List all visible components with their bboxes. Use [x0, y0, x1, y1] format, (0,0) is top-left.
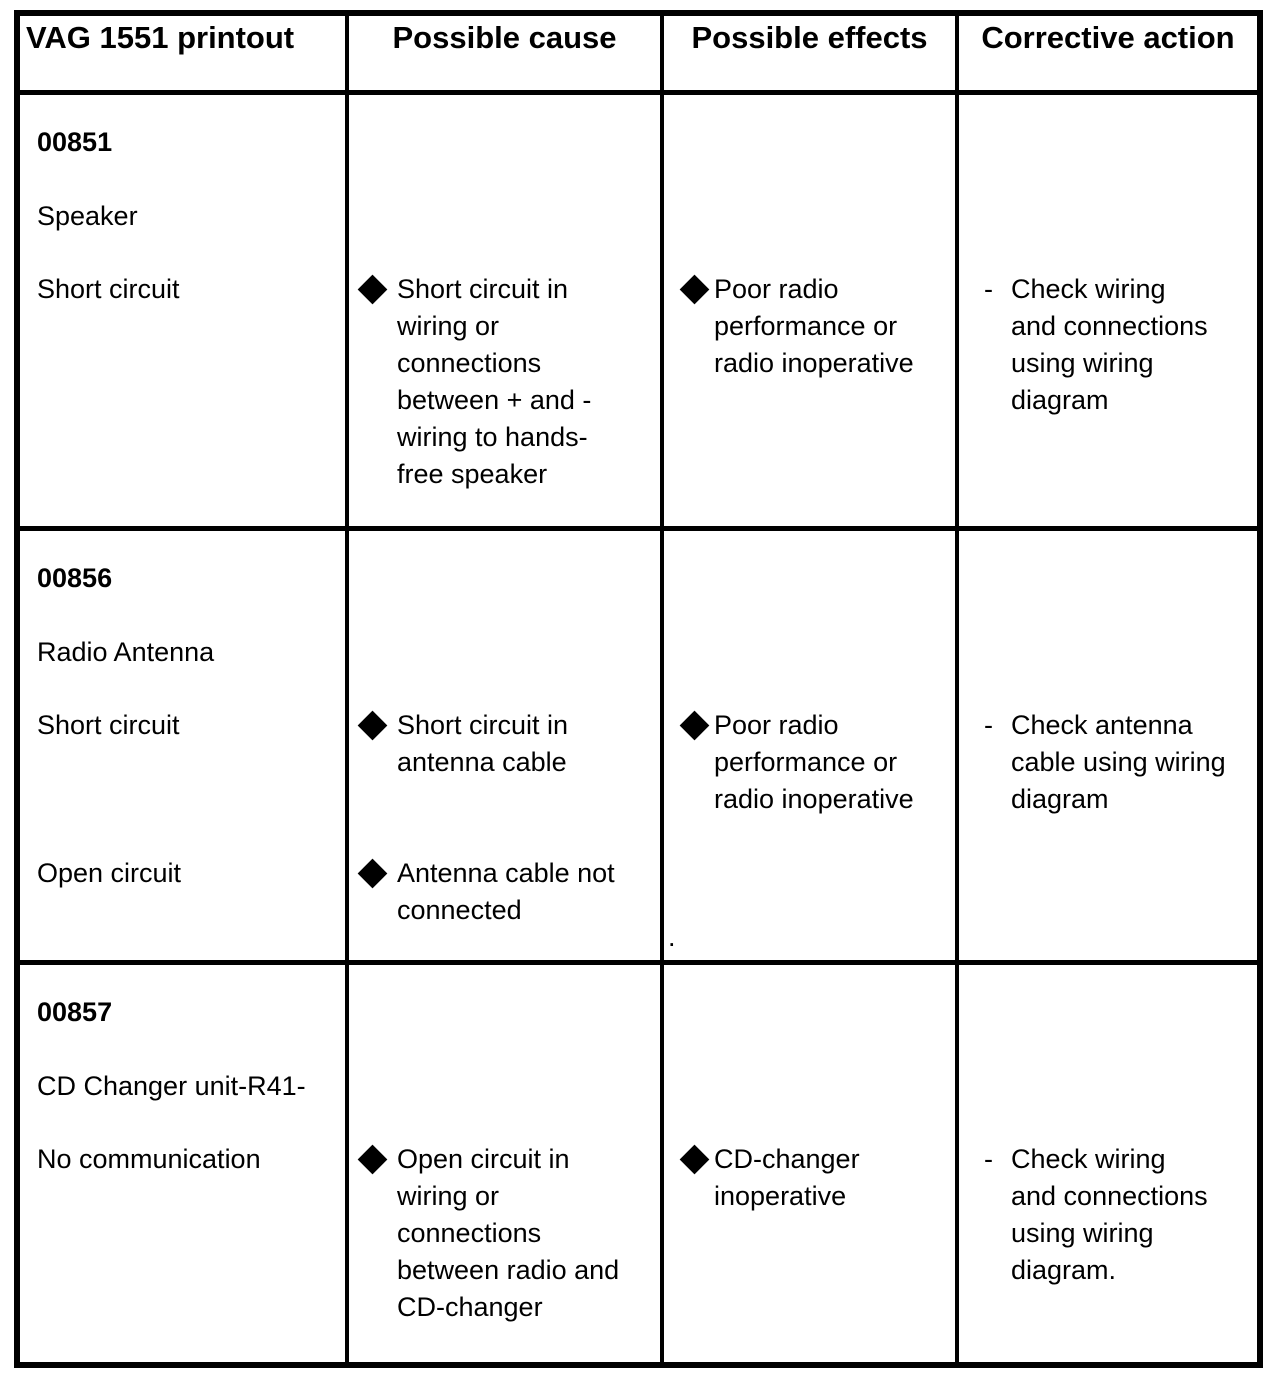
column-header-vag-printout: VAG 1551 printout — [20, 16, 345, 90]
cell-printout-00851: 00851 Speaker Short circuit — [20, 90, 345, 526]
cell-action-00851: - Check wiring and connections using wir… — [955, 90, 1257, 526]
fault-code: 00856 — [37, 563, 113, 593]
fault-code-table: VAG 1551 printout Possible cause Possibl… — [14, 10, 1263, 1368]
cause-text: Open circuit in wiring or connections be… — [397, 1144, 620, 1322]
column-header-label: VAG 1551 printout — [26, 20, 295, 55]
column-header-label: Possible cause — [392, 20, 617, 55]
fault-condition: Open circuit — [37, 858, 182, 888]
action-item: - Check wiring and connections using wir… — [959, 271, 1257, 419]
effect-text: CD-changer inoperative — [714, 1144, 860, 1211]
cell-cause-00851: Short circuit in wiring or connections b… — [345, 90, 660, 526]
cell-action-00856: - Check antenna cable using wiring diagr… — [955, 526, 1257, 960]
fault-code: 00857 — [37, 997, 113, 1027]
effect-item: Poor radio performance or radio inoperat… — [679, 271, 955, 382]
diamond-bullet-icon — [357, 858, 388, 889]
component-name: Speaker — [37, 201, 138, 231]
component-name: CD Changer unit-R41- — [37, 1071, 306, 1101]
action-text: Check wiring and connections using wirin… — [1011, 274, 1208, 415]
fault-condition: No communication — [37, 1144, 261, 1174]
effect-item: CD-changer inoperative — [679, 1141, 955, 1215]
cause-item: Antenna cable not connected — [357, 855, 660, 929]
cell-printout-00857: 00857 CD Changer unit-R41- No communicat… — [20, 960, 345, 1362]
cell-effect-00856: Poor radio performance or radio inoperat… — [660, 526, 955, 960]
diamond-bullet-icon — [679, 274, 710, 305]
cause-text: Short circuit in wiring or connections b… — [397, 274, 592, 489]
diamond-bullet-icon — [357, 274, 388, 305]
diamond-bullet-icon — [679, 710, 710, 741]
column-header-possible-effects: Possible effects — [660, 16, 955, 90]
dash-marker: - — [984, 710, 993, 740]
action-item: - Check antenna cable using wiring diagr… — [959, 707, 1257, 818]
effect-text: Poor radio performance or radio inoperat… — [714, 274, 914, 378]
column-header-corrective-action: Corrective action — [955, 16, 1257, 90]
cell-effect-00851: Poor radio performance or radio inoperat… — [660, 90, 955, 526]
action-text: Check wiring and connections using wirin… — [1011, 1144, 1208, 1285]
column-header-label: Possible effects — [691, 20, 928, 55]
fault-code: 00851 — [37, 127, 113, 157]
action-text: Check antenna cable using wiring diagram — [1011, 710, 1226, 814]
dash-marker: - — [984, 274, 993, 304]
effect-text: Poor radio performance or radio inoperat… — [714, 710, 914, 814]
cause-item: Short circuit in wiring or connections b… — [357, 271, 660, 493]
cause-text: Antenna cable not connected — [397, 858, 615, 925]
cause-text: Short circuit in antenna cable — [397, 710, 569, 777]
diamond-bullet-icon — [357, 1144, 388, 1175]
dash-marker: - — [984, 1144, 993, 1174]
cell-printout-00856: 00856 Radio Antenna Short circuit Open c… — [20, 526, 345, 960]
column-header-label: Corrective action — [981, 20, 1235, 55]
action-item: - Check wiring and connections using wir… — [959, 1141, 1257, 1289]
cause-item: Open circuit in wiring or connections be… — [357, 1141, 660, 1326]
cause-item: Short circuit in antenna cable — [357, 707, 660, 781]
cell-cause-00856: Short circuit in antenna cable Antenna c… — [345, 526, 660, 960]
column-header-possible-cause: Possible cause — [345, 16, 660, 90]
component-name: Radio Antenna — [37, 637, 215, 667]
diamond-bullet-icon — [357, 710, 388, 741]
cell-effect-00857: CD-changer inoperative — [660, 960, 955, 1362]
fault-condition: Short circuit — [37, 710, 180, 740]
diamond-bullet-icon — [679, 1144, 710, 1175]
fault-condition: Short circuit — [37, 274, 180, 304]
cell-action-00857: - Check wiring and connections using wir… — [955, 960, 1257, 1362]
effect-item: Poor radio performance or radio inoperat… — [679, 707, 955, 818]
cell-cause-00857: Open circuit in wiring or connections be… — [345, 960, 660, 1362]
stray-period-mark: . — [668, 922, 676, 952]
